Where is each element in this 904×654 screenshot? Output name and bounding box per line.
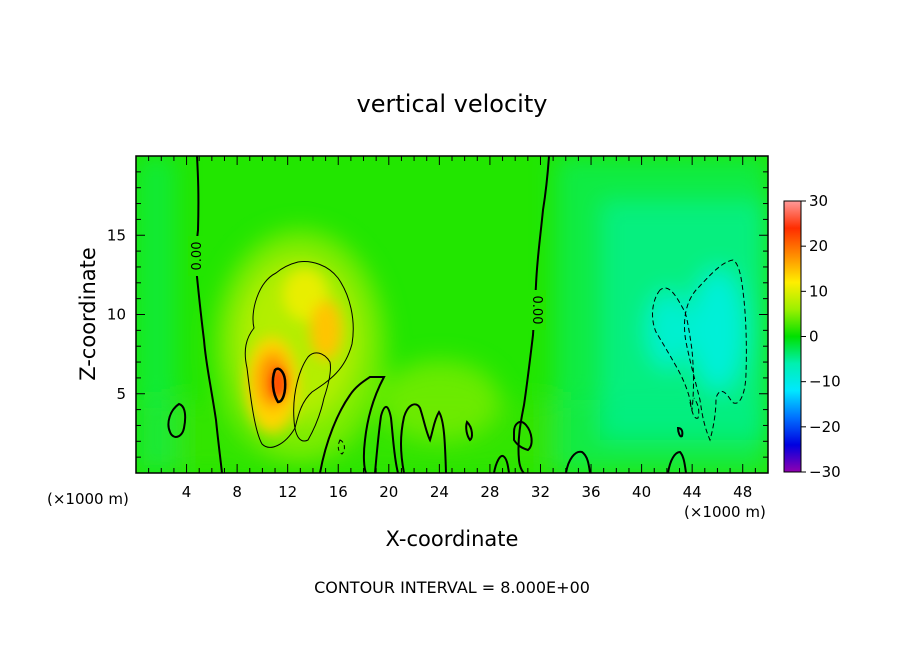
contour-lines — [167, 156, 747, 473]
x-tick-label: 48 — [733, 483, 752, 501]
contour-label-2: 0.00 — [529, 296, 544, 325]
contour-label-background-2 — [528, 290, 546, 330]
x-tick-label: 8 — [232, 483, 242, 501]
zero-contour-loop-left — [167, 402, 187, 438]
zero-contour-left — [193, 156, 223, 473]
contour-label-group-1: 0.00 — [188, 236, 206, 276]
colorbar-tick-label: −10 — [809, 373, 841, 391]
zero-contour-bump-2 — [565, 450, 591, 473]
colorbar-tick-label: −30 — [809, 463, 841, 481]
zero-contour-branch-c — [400, 403, 447, 473]
field-wash-left-edge — [136, 156, 176, 473]
contour-neg-right — [683, 259, 747, 442]
zero-contour-right — [517, 156, 550, 473]
y-axis-ticks: 5 10 15 — [107, 171, 768, 458]
x-tick-label: 44 — [683, 483, 702, 501]
y-tick-label: 15 — [107, 226, 126, 244]
colorbar-tick-label: 30 — [809, 192, 828, 210]
x-tick-label: 4 — [182, 483, 192, 501]
zero-contour-bump-3 — [667, 450, 687, 473]
contour-interval-note: CONTOUR INTERVAL = 8.000E+00 — [314, 578, 590, 597]
chart-title: vertical velocity — [357, 90, 548, 118]
zero-contour-branch-b — [374, 405, 399, 473]
downdraft-region-right — [690, 268, 746, 392]
x-tick-label: 28 — [480, 483, 499, 501]
y-tick-label: 5 — [116, 385, 126, 403]
x-tick-label: 20 — [379, 483, 398, 501]
x-tick-label: 40 — [632, 483, 651, 501]
contour-16-core — [271, 367, 287, 404]
x-axis-title: X-coordinate — [386, 527, 519, 551]
colorbar: 30 20 10 0 −10 −20 −30 — [783, 192, 841, 481]
updraft-right-core — [310, 300, 342, 360]
x-unit-label-right: (×1000 m) — [684, 503, 766, 521]
downdraft-region-left — [646, 290, 690, 370]
zero-contour-tiny-loop — [676, 426, 684, 438]
plot-field — [136, 156, 768, 473]
contour-label-background-1 — [188, 236, 206, 276]
zero-contour-bump-1 — [493, 454, 510, 473]
contour-8-inner-lobe — [293, 352, 331, 442]
x-tick-label: 32 — [531, 483, 550, 501]
contour-neg-notch — [689, 397, 700, 419]
zero-contour-small-loop — [465, 420, 473, 442]
colorbar-tick-label: 10 — [809, 282, 828, 300]
zero-contour-branch-a — [319, 376, 386, 473]
contour-label-1: 0.00 — [190, 242, 205, 271]
zero-contour-dip — [513, 421, 533, 452]
x-axis-ticks: 4 8 12 16 20 24 28 32 36 40 44 48 — [148, 156, 756, 501]
x-tick-label: 16 — [329, 483, 348, 501]
colorbar-gradient — [783, 200, 802, 473]
x-tick-label: 36 — [581, 483, 600, 501]
y-axis-title: Z-coordinate — [76, 247, 100, 381]
x-tick-label: 12 — [278, 483, 297, 501]
x-unit-label-left: (×1000 m) — [47, 490, 129, 508]
updraft-tail — [380, 360, 500, 440]
contour-8-updraft — [244, 261, 354, 448]
colorbar-tick-label: 0 — [809, 328, 819, 346]
colorbar-tick-label: 20 — [809, 237, 828, 255]
y-tick-label: 10 — [107, 306, 126, 324]
x-tick-label: 24 — [430, 483, 449, 501]
contour-neg-small — [337, 439, 345, 455]
colorbar-ticks: 30 20 10 0 −10 −20 −30 — [801, 192, 841, 481]
contour-label-group-2: 0.00 — [528, 290, 546, 330]
colorbar-tick-label: −20 — [809, 418, 841, 436]
